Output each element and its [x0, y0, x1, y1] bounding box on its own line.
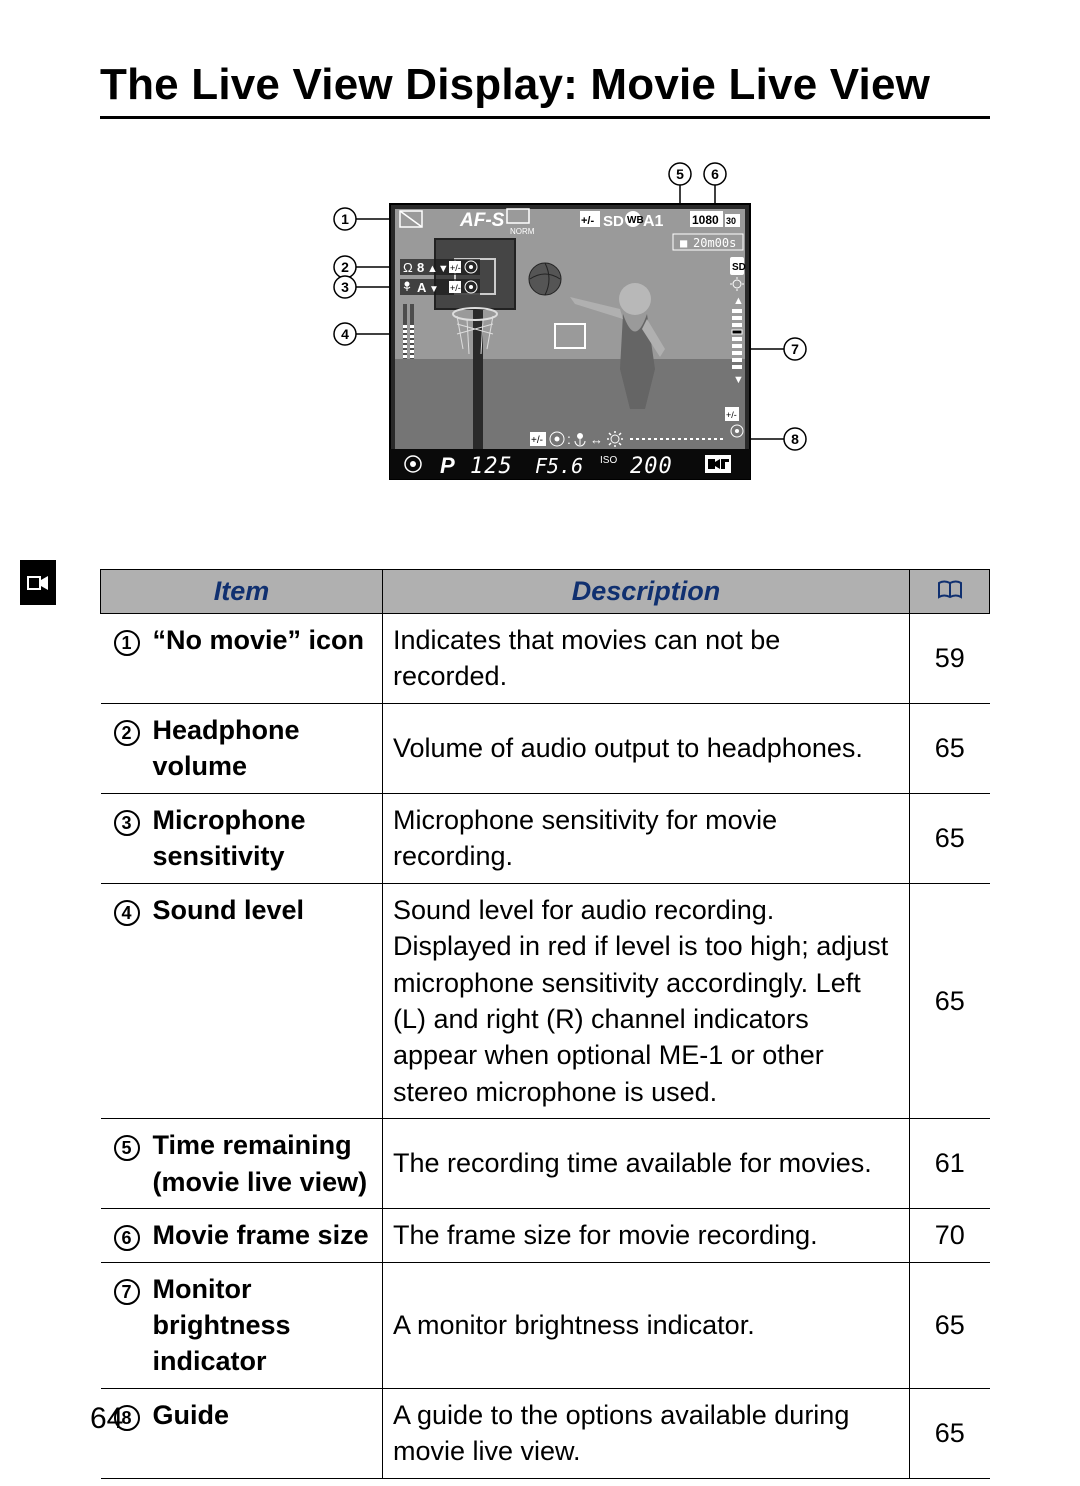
- svg-text:AF-S: AF-S: [459, 210, 505, 231]
- svg-text:ISO: ISO: [600, 455, 617, 466]
- svg-text:F5.6: F5.6: [535, 454, 583, 478]
- row-description: Indicates that movies can not be recorde…: [383, 614, 910, 704]
- col-description: Description: [383, 570, 910, 614]
- svg-text:8: 8: [791, 431, 799, 447]
- row-page: 65: [910, 1262, 990, 1388]
- row-description: A monitor brightness indicator.: [383, 1262, 910, 1388]
- row-number: 7: [114, 1279, 140, 1305]
- table-row: 7 Monitor brightness indicatorA monitor b…: [101, 1262, 990, 1388]
- svg-text:NORM: NORM: [510, 227, 535, 236]
- row-description: The frame size for movie recording.: [383, 1209, 910, 1262]
- table-row: 1 “No movie” iconIndicates that movies ca…: [101, 614, 990, 704]
- svg-text:+/-: +/-: [726, 410, 737, 420]
- svg-text:20m00s: 20m00s: [693, 236, 736, 250]
- svg-text:+/-: +/-: [450, 263, 461, 273]
- row-item: Headphone volume: [153, 703, 383, 793]
- row-number: 2: [114, 720, 140, 746]
- svg-text:2: 2: [341, 259, 349, 275]
- row-item: Monitor brightness indicator: [153, 1262, 383, 1388]
- svg-text:■: ■: [680, 236, 688, 250]
- row-description: The recording time available for movies.: [383, 1119, 910, 1209]
- row-description: Microphone sensitivity for movie recordi…: [383, 793, 910, 883]
- row-number: 4: [114, 900, 140, 926]
- row-item: Movie frame size: [153, 1209, 383, 1262]
- display-items-table: Item Description 1 “No movie” iconIndicat…: [100, 569, 990, 1479]
- row-page: 65: [910, 883, 990, 1119]
- svg-text:6: 6: [711, 166, 719, 182]
- svg-text:▲▼: ▲▼: [427, 263, 449, 275]
- svg-text:+/-: +/-: [581, 215, 594, 227]
- svg-text:1080: 1080: [692, 213, 719, 227]
- svg-text:+/-: +/-: [531, 435, 543, 446]
- row-number: 3: [114, 810, 140, 836]
- svg-text:SD: SD: [603, 213, 624, 230]
- svg-text:A: A: [417, 280, 427, 295]
- row-page: 65: [910, 793, 990, 883]
- row-description: A guide to the options available during …: [383, 1388, 910, 1478]
- table-row: 2 Headphone volumeVolume of audio output …: [101, 703, 990, 793]
- row-number: 6: [114, 1225, 140, 1251]
- row-page: 65: [910, 1388, 990, 1478]
- svg-text:5: 5: [676, 166, 684, 182]
- svg-text:8: 8: [417, 260, 424, 275]
- col-item: Item: [101, 570, 383, 614]
- svg-text:4: 4: [341, 326, 349, 342]
- svg-text:+/-: +/-: [450, 283, 461, 293]
- camera-display-diagram: 1 2 3 4 5 6 7 8: [100, 149, 990, 529]
- row-number: 1: [114, 630, 140, 656]
- row-description: Volume of audio output to headphones.: [383, 703, 910, 793]
- svg-text:▲: ▲: [733, 295, 744, 307]
- table-row: 6 Movie frame sizeThe frame size for movi…: [101, 1209, 990, 1262]
- svg-text:125: 125: [470, 454, 513, 479]
- svg-text:▼: ▼: [733, 374, 744, 386]
- table-row: 4 Sound levelSound level for audio record…: [101, 883, 990, 1119]
- svg-text:1: 1: [341, 211, 349, 227]
- page-title: The Live View Display: Movie Live View: [100, 60, 990, 119]
- svg-text:WB: WB: [627, 215, 644, 226]
- col-page: [910, 570, 990, 614]
- row-page: 65: [910, 703, 990, 793]
- row-item: “No movie” icon: [153, 614, 383, 704]
- svg-text:200: 200: [630, 454, 673, 479]
- svg-text:↔: ↔: [590, 432, 603, 447]
- svg-text:SD: SD: [732, 262, 746, 273]
- svg-text:3: 3: [341, 279, 349, 295]
- row-page: 61: [910, 1119, 990, 1209]
- page-number: 64: [90, 1402, 123, 1436]
- row-item: Time remaining (movie live view): [153, 1119, 383, 1209]
- table-row: 3 Microphone sensitivityMicrophone sensit…: [101, 793, 990, 883]
- svg-text:▼: ▼: [429, 284, 439, 295]
- row-page: 70: [910, 1209, 990, 1262]
- side-tab-movie-icon: [20, 560, 56, 605]
- svg-text:Ω: Ω: [403, 260, 413, 275]
- svg-text:P: P: [440, 453, 455, 478]
- svg-text:7: 7: [791, 341, 799, 357]
- row-item: Sound level: [153, 883, 383, 1119]
- table-row: 5 Time remaining (movie live view)The rec…: [101, 1119, 990, 1209]
- row-number: 5: [114, 1135, 140, 1161]
- row-description: Sound level for audio recording. Display…: [383, 883, 910, 1119]
- svg-text:A1: A1: [643, 213, 664, 230]
- row-page: 59: [910, 614, 990, 704]
- svg-text:30: 30: [726, 216, 736, 226]
- book-icon: [937, 576, 963, 596]
- svg-text::: :: [567, 431, 571, 447]
- table-row: 8GuideA guide to the options available d…: [101, 1388, 990, 1478]
- row-item: Microphone sensitivity: [153, 793, 383, 883]
- row-item: Guide: [153, 1388, 383, 1478]
